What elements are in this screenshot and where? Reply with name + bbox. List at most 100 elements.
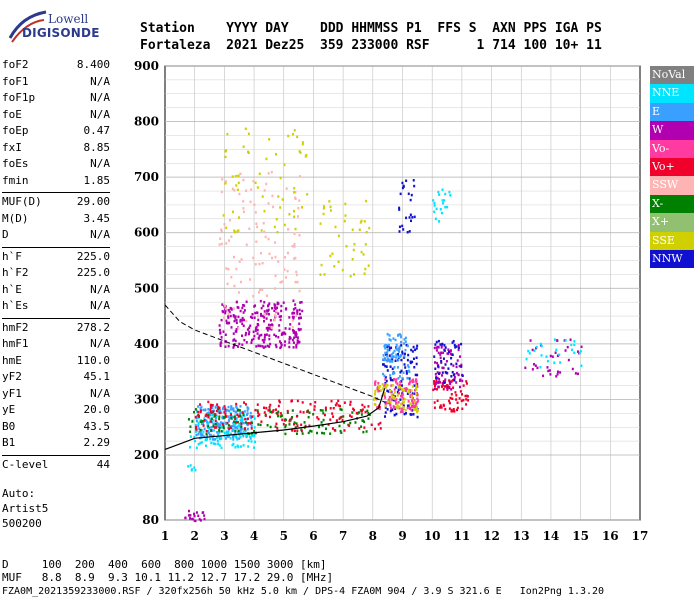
echo-point: [219, 344, 222, 348]
echo-point: [200, 441, 203, 444]
param-value: N/A: [90, 282, 110, 296]
param-key: hmE: [2, 353, 22, 367]
echo-point: [281, 332, 284, 336]
echo-point: [204, 408, 207, 411]
echo-point: [580, 364, 583, 368]
echo-point: [230, 413, 233, 416]
echo-point: [260, 306, 263, 310]
echo-point: [579, 349, 582, 353]
echo-point: [306, 193, 309, 196]
echo-point: [397, 400, 400, 404]
echo-point: [340, 415, 343, 419]
echo-point: [233, 189, 236, 192]
echo-point: [284, 332, 287, 336]
echo-point: [451, 341, 454, 344]
echo-point: [263, 209, 266, 213]
echo-point: [270, 170, 273, 174]
echo-point: [319, 222, 322, 225]
echo-point: [239, 320, 242, 323]
x-tick-label: 6: [309, 529, 317, 543]
param-value: 2.29: [83, 436, 111, 449]
echo-point: [384, 401, 387, 404]
echo-point: [343, 219, 346, 223]
echo-point: [410, 348, 413, 352]
echo-point: [410, 389, 413, 392]
echo-point: [298, 233, 301, 237]
echo-point: [266, 329, 269, 332]
echo-point: [278, 399, 281, 403]
echo-point: [441, 199, 444, 202]
echo-point: [295, 415, 298, 418]
echo-point: [198, 430, 201, 434]
echo-cluster: [319, 199, 371, 278]
echo-point: [278, 329, 281, 332]
echo-point: [226, 415, 229, 418]
echo-point: [367, 264, 370, 267]
param-hes: h`Es N/A: [2, 299, 110, 316]
auto-program: Artist5: [2, 502, 49, 515]
echo-point: [365, 199, 368, 203]
legend-item-vo: Vo-: [650, 139, 694, 158]
echo-point: [449, 352, 452, 356]
echo-point: [259, 299, 262, 303]
echo-point: [304, 424, 307, 428]
echo-point: [187, 418, 190, 421]
echo-point: [378, 386, 381, 390]
echo-point: [293, 215, 296, 219]
echo-point: [528, 352, 531, 355]
echo-point: [381, 383, 384, 386]
echo-point: [416, 400, 419, 404]
echo-point: [394, 359, 397, 363]
echo-point: [439, 343, 442, 346]
echo-point: [353, 273, 356, 276]
param-hf: h`F 225.0: [2, 250, 110, 267]
echo-point: [448, 399, 451, 403]
echo-point: [293, 423, 296, 426]
param-value: 29.00: [76, 195, 110, 208]
echo-point: [398, 375, 401, 378]
echo-point: [233, 255, 236, 259]
echo-point: [440, 406, 443, 409]
echo-point: [447, 367, 450, 370]
echo-point: [403, 412, 406, 416]
echo-point: [209, 408, 212, 412]
echo-point: [557, 370, 560, 373]
echo-point: [337, 399, 340, 403]
echo-point: [446, 386, 449, 389]
echo-point: [230, 235, 233, 238]
echo-point: [190, 469, 193, 472]
echo-point: [413, 399, 416, 402]
echo-point: [414, 408, 417, 411]
echo-point: [460, 342, 463, 346]
echo-point: [200, 433, 203, 437]
echo-point: [206, 421, 209, 424]
echo-point: [268, 252, 271, 256]
echo-point: [556, 373, 559, 376]
echo-point: [237, 429, 240, 433]
echo-point: [217, 407, 220, 411]
echo-point: [279, 206, 282, 209]
echo-point: [254, 329, 257, 332]
echo-point: [448, 190, 451, 194]
echo-point: [299, 312, 302, 316]
echo-point: [360, 413, 363, 416]
echo-point: [397, 348, 400, 352]
echo-point: [367, 412, 370, 415]
echo-point: [269, 342, 272, 346]
echo-point: [313, 408, 316, 411]
echo-cluster: [218, 170, 302, 330]
echo-point: [267, 308, 270, 312]
echo-point: [433, 380, 436, 383]
echo-point: [455, 398, 458, 401]
echo-point: [220, 228, 223, 231]
echo-point: [206, 426, 209, 429]
echo-point: [363, 420, 366, 424]
echo-point: [449, 349, 452, 352]
echo-point: [250, 188, 253, 191]
echo-point: [254, 311, 257, 315]
echo-point: [434, 361, 437, 364]
echo-point: [398, 383, 401, 387]
echo-point: [234, 422, 237, 426]
echo-point: [279, 318, 282, 322]
echo-point: [407, 192, 410, 196]
